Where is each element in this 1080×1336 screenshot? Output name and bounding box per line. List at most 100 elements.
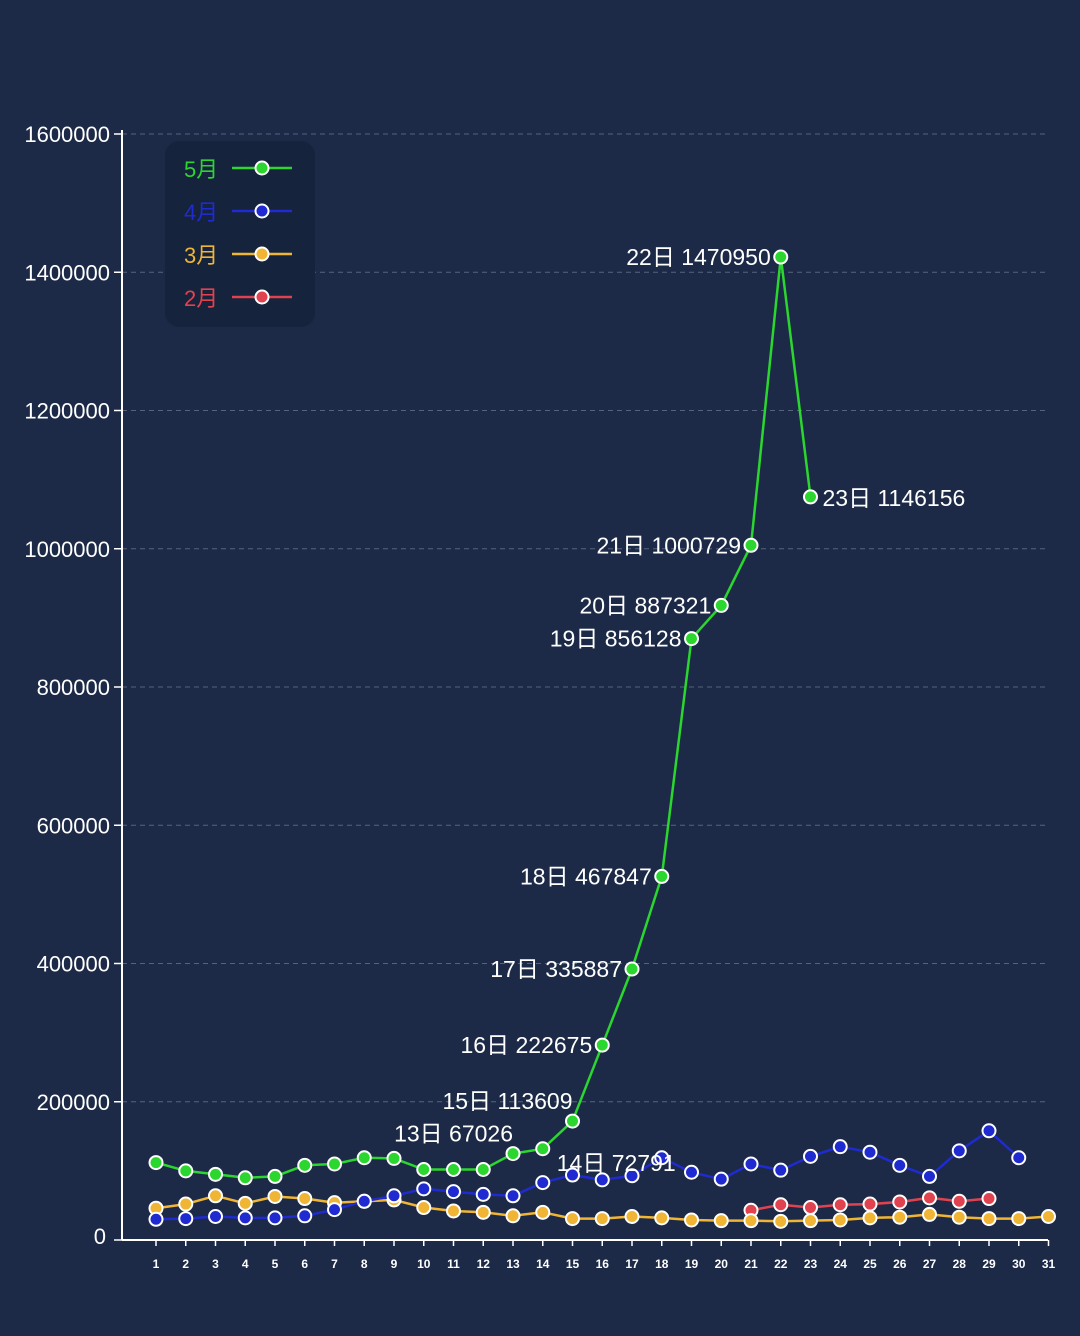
data-point [267,1210,283,1226]
x-tick-label: 29 [982,1257,996,1271]
data-point [803,1213,818,1229]
x-tick-label: 1 [153,1257,160,1271]
data-point [446,1184,461,1200]
x-tick-label: 9 [391,1257,398,1271]
data-point [773,1162,789,1178]
data-point [535,1204,551,1220]
data-point [803,489,818,505]
data-point [178,1163,194,1179]
data-point [981,1211,997,1227]
x-tick-label: 10 [417,1257,431,1271]
data-point [208,1188,223,1204]
data-point [892,1209,908,1225]
y-tick-label: 600000 [37,813,110,838]
data-point [386,1188,402,1204]
legend-label: 2月 [184,286,218,311]
data-label: 17日 335887 [490,956,622,982]
data-point [624,1168,640,1184]
data-point [446,1161,461,1177]
legend-marker [254,246,270,262]
data-label: 14日 72791 [557,1150,676,1176]
x-tick-label: 18 [655,1257,669,1271]
data-point [862,1210,878,1226]
legend-marker [254,289,270,305]
series-lines [148,249,1056,1229]
data-point [297,1208,313,1224]
x-tick-label: 25 [863,1257,877,1271]
series-1 [148,249,818,1186]
data-point [565,1113,580,1129]
data-point [654,868,670,884]
legend-label: 5月 [184,157,218,182]
data-point [327,1202,342,1218]
data-point [148,1155,164,1171]
data-point [803,1200,818,1216]
data-point [237,1210,253,1226]
data-point [922,1206,937,1222]
data-point [922,1168,937,1184]
legend: 5月 4月 3月 2月 [165,141,315,327]
legend-box [165,141,315,327]
data-point [237,1170,253,1186]
legend-label: 4月 [184,200,218,225]
data-point [416,1161,432,1177]
legend-label: 3月 [184,243,218,268]
y-tick-label: 1400000 [24,260,110,285]
x-tick-label: 23 [804,1257,818,1271]
x-tick-label: 16 [596,1257,610,1271]
data-point [386,1150,402,1166]
data-point [505,1208,521,1224]
y-tick-label: 1600000 [24,122,110,147]
data-point [594,1172,610,1188]
data-point [713,597,729,613]
data-point [803,1148,818,1164]
x-tick-label: 22 [774,1257,788,1271]
data-point [624,961,640,977]
data-point [535,1141,551,1157]
data-label: 16日 222675 [461,1032,593,1058]
x-tick-label: 12 [477,1257,491,1271]
x-tick-label: 4 [242,1257,249,1271]
data-point [297,1191,313,1207]
data-point [505,1188,521,1204]
series-3 [148,1188,1056,1229]
data-point [594,1037,610,1053]
x-tick-label: 2 [182,1257,189,1271]
x-tick-label: 11 [447,1257,460,1271]
data-point [237,1195,253,1211]
series-4 [743,1190,997,1218]
data-label: 23日 1146156 [823,485,966,511]
x-tick-label: 8 [361,1257,368,1271]
data-point [475,1161,491,1177]
legend-marker [254,160,270,176]
data-label: 19日 856128 [550,626,682,652]
x-tick-label: 30 [1012,1257,1026,1271]
data-point [565,1167,580,1183]
data-labels: 13日 67026 14日 72791 15日 113609 16日 222675 17… [394,244,965,1176]
data-point [862,1196,878,1212]
x-tick-label: 14 [536,1257,550,1271]
series-2 [148,1123,1027,1227]
x-tick-label: 26 [893,1257,907,1271]
data-point [684,1212,699,1228]
data-point [922,1190,937,1206]
axes: 0 200000 400000 600000 800000 1000000 1200000 1… [24,122,1055,1271]
data-point [208,1166,223,1182]
data-label: 13日 67026 [394,1121,513,1147]
data-point [654,1150,670,1166]
data-point [416,1181,432,1197]
x-tick-label: 31 [1042,1257,1056,1271]
data-point [713,1171,729,1187]
data-point [892,1194,908,1210]
data-point [297,1157,313,1173]
y-tick-label: 1000000 [24,537,110,562]
x-tick-label: 7 [331,1257,338,1271]
data-point [951,1143,967,1159]
data-point [446,1203,461,1219]
data-point [1011,1150,1027,1166]
x-tick-label: 13 [506,1257,520,1271]
data-point [981,1123,997,1139]
data-point [178,1211,194,1227]
y-tick-label: 200000 [37,1090,110,1115]
